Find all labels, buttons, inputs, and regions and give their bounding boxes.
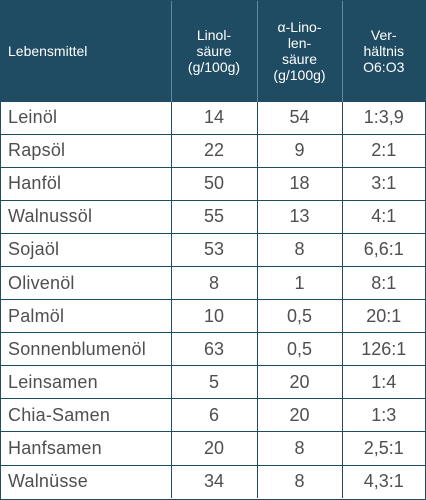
header-alpha-linolenic-acid: α-Lino- len- säure (g/100g) xyxy=(256,1,342,101)
food-name: Sojaöl xyxy=(1,232,171,267)
header-ratio-line: hältnis xyxy=(363,42,404,59)
table-row: Leinsamen 5 20 1:4 xyxy=(1,365,425,399)
linoleic-value: 22 xyxy=(170,133,257,168)
header-linoleic-line: säure xyxy=(196,42,232,59)
table-row: Sojaöl 53 8 6,6:1 xyxy=(1,232,425,267)
ratio-value: 4:1 xyxy=(341,199,425,234)
food-name: Leinsamen xyxy=(1,365,171,399)
food-name: Walnussöl xyxy=(1,199,171,234)
header-linoleic-line: Linol- xyxy=(196,26,232,43)
linoleic-value: 8 xyxy=(170,265,257,300)
ratio-value: 20:1 xyxy=(341,299,425,333)
linoleic-value: 5 xyxy=(170,365,257,399)
header-ratio: Ver- hältnis O6:O3 xyxy=(341,1,425,101)
ratio-value: 4,3:1 xyxy=(341,464,425,499)
table-row: Leinöl 14 54 1:3,9 xyxy=(1,100,425,135)
header-alpha-line: len- xyxy=(287,34,312,51)
header-alpha-line: α-Lino- xyxy=(277,18,322,35)
header-food-label: Lebensmittel xyxy=(8,42,88,59)
ratio-value: 2,5:1 xyxy=(341,431,425,466)
alpha-linolenic-value: 1 xyxy=(256,265,342,300)
table-row: Hanföl 50 18 3:1 xyxy=(1,166,425,201)
alpha-linolenic-value: 0,5 xyxy=(256,332,342,366)
food-name: Leinöl xyxy=(1,100,171,135)
ratio-value: 1:3,9 xyxy=(341,100,425,135)
linoleic-value: 34 xyxy=(170,464,257,499)
food-name: Hanfsamen xyxy=(1,431,171,466)
ratio-value: 1:3 xyxy=(341,398,425,432)
header-ratio-line: Ver- xyxy=(370,26,397,43)
food-name: Olivenöl xyxy=(1,265,171,300)
alpha-linolenic-value: 8 xyxy=(256,464,342,499)
header-alpha-line: (g/100g) xyxy=(273,66,326,83)
table-row: Palmöl 10 0,5 20:1 xyxy=(1,299,425,333)
header-food: Lebensmittel xyxy=(1,1,171,101)
linoleic-value: 20 xyxy=(170,431,257,466)
linoleic-value: 55 xyxy=(170,199,257,234)
alpha-linolenic-value: 0,5 xyxy=(256,299,342,333)
table-row: Rapsöl 22 9 2:1 xyxy=(1,133,425,168)
linoleic-value: 6 xyxy=(170,398,257,432)
ratio-value: 2:1 xyxy=(341,133,425,168)
alpha-linolenic-value: 8 xyxy=(256,431,342,466)
table-row: Walnüsse 34 8 4,3:1 xyxy=(1,464,425,499)
table-body: Leinöl 14 54 1:3,9 Rapsöl 22 9 2:1 Hanfö… xyxy=(1,100,425,499)
food-name: Chia-Samen xyxy=(1,398,171,432)
food-name: Hanföl xyxy=(1,166,171,201)
alpha-linolenic-value: 13 xyxy=(256,199,342,234)
table-row: Olivenöl 8 1 8:1 xyxy=(1,265,425,300)
header-row: Lebensmittel Linol- säure (g/100g) α-Lin… xyxy=(1,1,425,101)
food-name: Palmöl xyxy=(1,299,171,333)
alpha-linolenic-value: 8 xyxy=(256,232,342,267)
ratio-value: 126:1 xyxy=(341,332,425,366)
linoleic-value: 14 xyxy=(170,100,257,135)
alpha-linolenic-value: 20 xyxy=(256,365,342,399)
header-alpha-line: säure xyxy=(281,50,318,67)
table-row: Sonnenblumenöl 63 0,5 126:1 xyxy=(1,332,425,366)
linoleic-value: 10 xyxy=(170,299,257,333)
header-linoleic-acid: Linol- säure (g/100g) xyxy=(170,1,257,101)
linoleic-value: 50 xyxy=(170,166,257,201)
alpha-linolenic-value: 9 xyxy=(256,133,342,168)
table-row: Chia-Samen 6 20 1:3 xyxy=(1,398,425,432)
alpha-linolenic-value: 20 xyxy=(256,398,342,432)
linoleic-value: 63 xyxy=(170,332,257,366)
alpha-linolenic-value: 18 xyxy=(256,166,342,201)
food-name: Sonnenblumenöl xyxy=(1,332,171,366)
linoleic-value: 53 xyxy=(170,232,257,267)
food-name: Rapsöl xyxy=(1,133,171,168)
table-row: Hanfsamen 20 8 2,5:1 xyxy=(1,431,425,466)
ratio-value: 1:4 xyxy=(341,365,425,399)
ratio-value: 6,6:1 xyxy=(341,232,425,267)
table-row: Walnussöl 55 13 4:1 xyxy=(1,199,425,234)
food-name: Walnüsse xyxy=(1,464,171,499)
ratio-value: 8:1 xyxy=(341,265,425,300)
header-ratio-line: O6:O3 xyxy=(363,58,405,75)
table-header: Lebensmittel Linol- säure (g/100g) α-Lin… xyxy=(1,1,425,101)
alpha-linolenic-value: 54 xyxy=(256,100,342,135)
ratio-value: 3:1 xyxy=(341,166,425,201)
header-linoleic-line: (g/100g) xyxy=(187,58,241,75)
